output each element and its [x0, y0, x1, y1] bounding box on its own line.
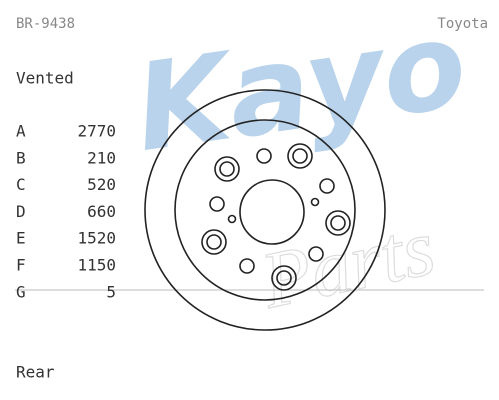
spec-value: 5 — [106, 282, 116, 301]
spec-label: D — [16, 202, 26, 221]
position: Rear — [16, 363, 55, 382]
disc-drawing — [144, 89, 386, 331]
spec-value: 2770 — [77, 122, 116, 141]
watermark-brand: Kayo — [127, 0, 474, 179]
spec-label: C — [16, 175, 26, 194]
part-number: BR-9438 — [16, 16, 75, 32]
spec-label: F — [16, 256, 26, 275]
spec-table: A 2770 B 210 C 520 D 660 E 1520 F 1150 G 5 — [16, 122, 116, 302]
spec-label: B — [16, 148, 26, 167]
spec-value: 210 — [87, 148, 116, 167]
spec-label: E — [16, 229, 26, 248]
spec-label: G — [16, 282, 26, 301]
spec-value: 1520 — [77, 229, 116, 248]
spec-label: A — [16, 122, 26, 141]
disc-type: Vented — [16, 69, 74, 88]
make: Toyota — [437, 16, 488, 32]
watermark-sub: Parts — [253, 203, 442, 325]
spec-value: 1150 — [77, 256, 116, 275]
spec-value: 520 — [87, 175, 116, 194]
spec-value: 660 — [87, 202, 116, 221]
